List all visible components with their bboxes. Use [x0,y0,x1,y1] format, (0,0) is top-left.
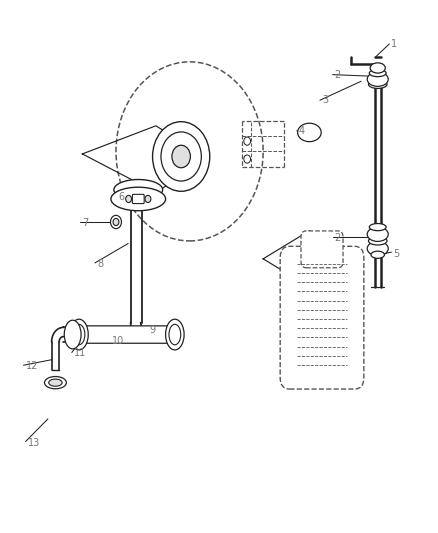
Ellipse shape [298,123,321,142]
Ellipse shape [367,227,388,241]
Ellipse shape [45,376,67,389]
Circle shape [152,122,210,191]
Ellipse shape [371,251,385,259]
Ellipse shape [111,187,166,211]
Text: 7: 7 [82,218,88,228]
Text: 12: 12 [25,361,38,372]
Text: 4: 4 [299,126,305,136]
Ellipse shape [145,196,151,203]
Ellipse shape [369,69,386,77]
Text: 13: 13 [28,438,40,448]
Ellipse shape [367,241,388,256]
FancyBboxPatch shape [280,246,364,389]
Ellipse shape [64,320,81,349]
FancyBboxPatch shape [301,231,343,268]
Ellipse shape [368,80,387,88]
Ellipse shape [73,324,85,345]
Ellipse shape [70,319,88,350]
Ellipse shape [166,319,184,350]
Circle shape [244,137,251,145]
Ellipse shape [126,196,131,203]
Ellipse shape [370,63,385,73]
Ellipse shape [114,180,162,200]
Text: 2: 2 [335,70,341,79]
Circle shape [161,132,201,181]
Ellipse shape [110,215,121,229]
Text: 5: 5 [393,249,400,259]
Ellipse shape [49,379,62,386]
Circle shape [244,155,251,163]
FancyBboxPatch shape [78,326,169,343]
Text: 11: 11 [74,349,86,359]
Text: 1: 1 [392,39,398,49]
Ellipse shape [169,324,181,345]
Text: 8: 8 [97,259,103,269]
Circle shape [172,145,191,168]
FancyBboxPatch shape [132,195,144,204]
Text: 6: 6 [118,192,124,203]
Text: 10: 10 [112,336,124,346]
Ellipse shape [367,72,388,86]
Ellipse shape [369,223,386,231]
Text: 3: 3 [322,95,328,105]
Text: 9: 9 [150,326,156,335]
Text: 2: 2 [335,233,341,244]
Ellipse shape [113,219,119,225]
Ellipse shape [368,237,387,245]
